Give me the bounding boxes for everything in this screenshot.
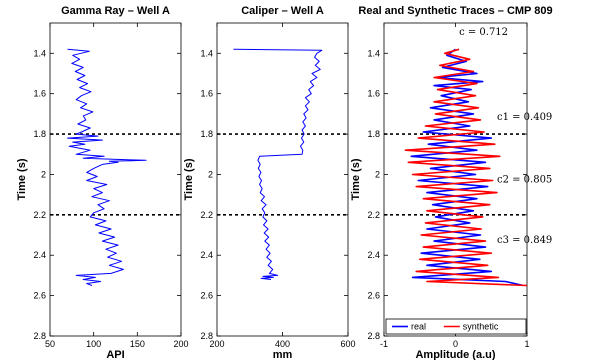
x-tick-label: 600 (340, 339, 355, 349)
y-tick-label: 2.8 (33, 331, 46, 341)
y-tick-label: 2.6 (33, 291, 46, 301)
y-tick-label: 2 (208, 169, 213, 179)
chart-panel-3: Real and Synthetic Traces – CMP 809 -1 0 1 1… (350, 5, 553, 360)
annotation-label: c3 = 0.849 (497, 235, 552, 246)
series-line (233, 48, 323, 280)
y-tick-label: 1.4 (200, 48, 213, 58)
x-tick-label: 50 (45, 339, 55, 349)
y-axis-label: Time (s) (350, 158, 362, 200)
chart-panel-1: Gamma Ray – Well A 50 100 150 200 1.4 1.6 1.8 2 2… (16, 5, 189, 360)
y-tick-label: 1.8 (33, 129, 46, 139)
x-tick-label: -1 (380, 339, 388, 349)
y-tick-label: 2.4 (33, 250, 46, 260)
y-tick-label: 2.4 (200, 250, 213, 260)
legend-label-real: real (411, 322, 426, 332)
x-tick-label: 150 (130, 339, 145, 349)
y-axis-label: Time (s) (183, 158, 195, 200)
y-tick-label: 2.6 (200, 291, 213, 301)
y-tick-label: 2.4 (367, 250, 380, 260)
legend: real synthetic (385, 318, 527, 335)
y-tick-label: 2.2 (200, 210, 213, 220)
x-axis-label: mm (273, 349, 293, 360)
y-tick-label: 2.8 (200, 331, 213, 341)
x-axis-label: API (106, 349, 124, 360)
chart-title: Gamma Ray – Well A (61, 5, 170, 17)
x-tick-label: 0 (453, 339, 458, 349)
y-tick-label: 1.8 (200, 129, 213, 139)
legend-label-synthetic: synthetic (463, 322, 499, 332)
chart-panel-2: Caliper – Well A 200 400 600 1.4 1.6 1.8 2 2.2 2.… (183, 5, 356, 360)
x-tick-label: 100 (86, 339, 101, 349)
y-tick-label: 2 (41, 169, 46, 179)
series-line-synthetic (404, 48, 528, 287)
annotation-label: c2 = 0.805 (497, 175, 552, 186)
chart-title: Caliper – Well A (241, 5, 324, 17)
y-tick-label: 2.8 (367, 331, 380, 341)
plot-frame (216, 22, 349, 337)
annotation-label: c = 0.712 (459, 27, 508, 38)
plot-frame (49, 22, 182, 337)
x-tick-label: 1 (524, 339, 529, 349)
y-tick-label: 1.6 (367, 89, 380, 99)
y-tick-label: 1.4 (33, 48, 46, 58)
chart-title: Real and Synthetic Traces – CMP 809 (358, 5, 552, 17)
y-tick-label: 2 (375, 169, 380, 179)
y-tick-label: 1.8 (367, 129, 380, 139)
x-axis-label: Amplitude (a.u) (415, 349, 495, 360)
y-tick-label: 1.4 (367, 48, 380, 58)
annotation-label: c1 = 0.409 (497, 112, 552, 123)
y-axis-label: Time (s) (16, 158, 28, 200)
x-tick-label: 200 (173, 339, 188, 349)
y-tick-label: 2.6 (367, 291, 380, 301)
x-tick-label: 200 (209, 339, 224, 349)
series-line (67, 48, 147, 286)
x-tick-label: 400 (275, 339, 290, 349)
y-tick-label: 1.6 (33, 89, 46, 99)
y-tick-label: 1.6 (200, 89, 213, 99)
y-tick-label: 2.2 (367, 210, 380, 220)
y-tick-label: 2.2 (33, 210, 46, 220)
